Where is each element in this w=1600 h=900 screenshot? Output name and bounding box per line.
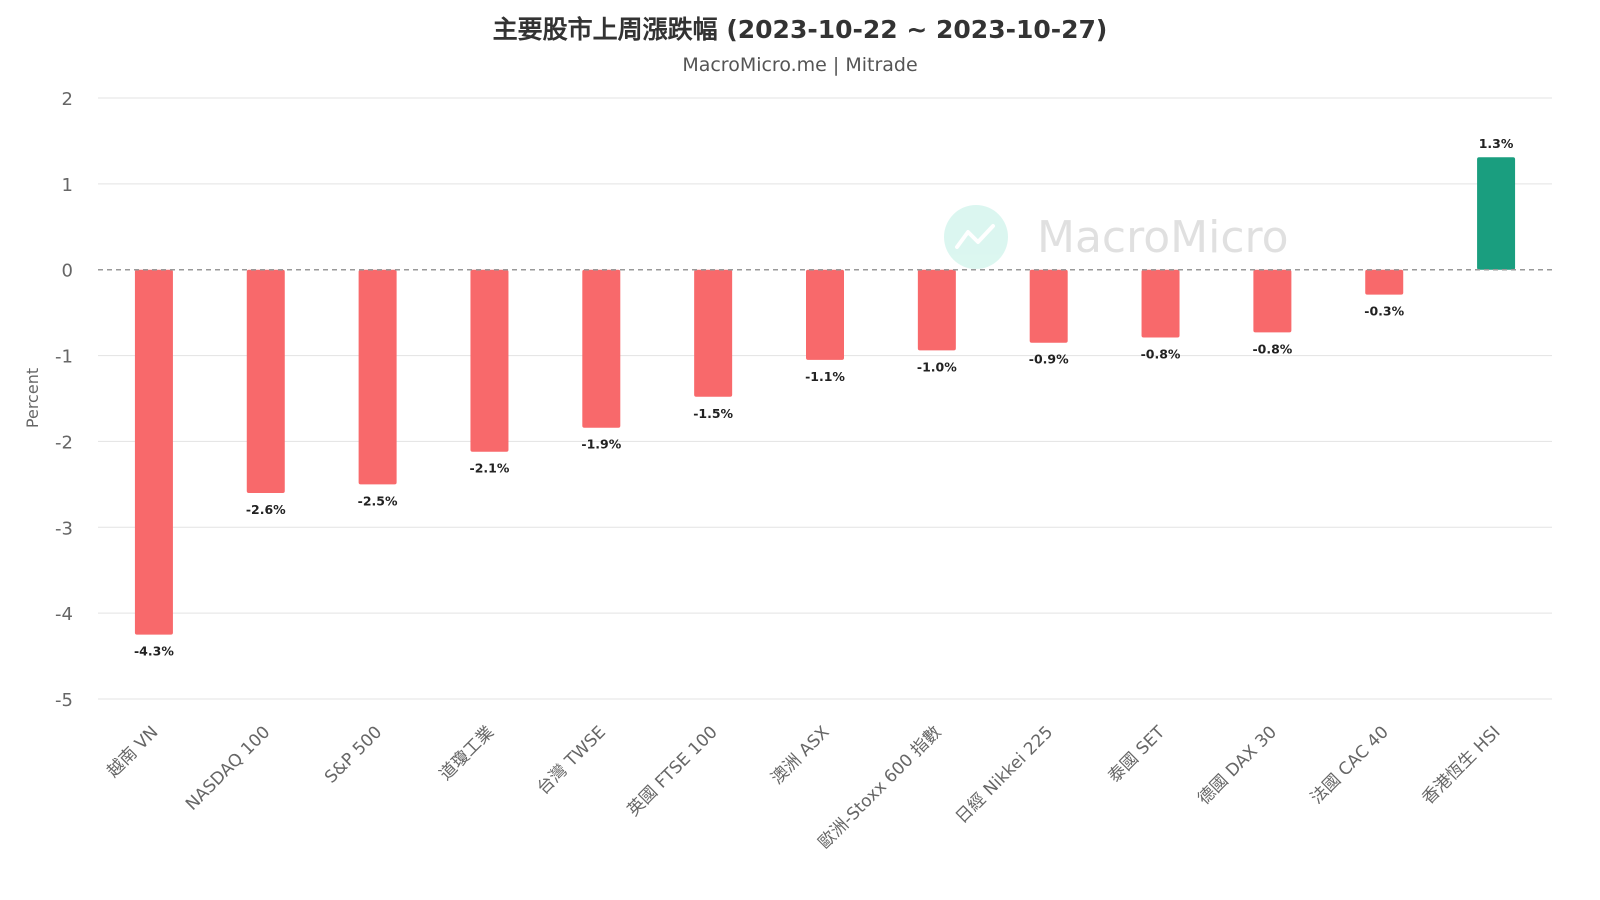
data-label: -0.8% bbox=[1141, 347, 1181, 362]
bar bbox=[1365, 269, 1404, 295]
label-layer: -4.3% -2.6% -2.5% -2.1% -1.9% -1.5% -1.1% -1.0%… bbox=[134, 136, 1514, 658]
x-tick-label: 歐洲-Stoxx 600 指數 bbox=[815, 722, 946, 853]
x-tick-label: 日經 Nikkei 225 bbox=[952, 722, 1057, 827]
y-axis-label: Percent bbox=[23, 368, 42, 428]
bar bbox=[806, 269, 844, 360]
chart-subtitle: MacroMicro.me | Mitrade bbox=[682, 54, 918, 76]
bar bbox=[358, 269, 397, 485]
x-tick-label: 德國 DAX 30 bbox=[1194, 722, 1281, 809]
y-tick-label: -4 bbox=[55, 604, 73, 625]
data-label: -1.9% bbox=[581, 437, 621, 452]
data-label: -0.8% bbox=[1252, 341, 1292, 356]
x-tick-label: 香港恆生 HSI bbox=[1418, 722, 1504, 808]
bar bbox=[246, 269, 285, 493]
bar-layer bbox=[134, 157, 1516, 635]
x-tick-label: 法國 CAC 40 bbox=[1307, 722, 1393, 808]
y-tick-label: -3 bbox=[55, 518, 73, 539]
x-tick-label: 越南 VN bbox=[103, 722, 162, 781]
watermark-text: MacroMicro bbox=[1037, 212, 1289, 263]
y-tick-label: -5 bbox=[55, 690, 73, 711]
watermark-logo-icon bbox=[944, 205, 1008, 269]
chart-title: 主要股市上周漲跌幅 (2023-10-22 ~ 2023-10-27) bbox=[492, 15, 1108, 44]
bar bbox=[1253, 269, 1292, 333]
bar bbox=[134, 269, 173, 635]
bar bbox=[470, 269, 509, 452]
y-tick-label: 1 bbox=[62, 175, 73, 196]
x-tick-label: 道瓊工業 bbox=[436, 722, 498, 784]
x-tick-label: 英國 FTSE 100 bbox=[624, 722, 722, 820]
x-tick-label: 澳洲 ASX bbox=[767, 722, 833, 788]
data-label: 1.3% bbox=[1479, 136, 1514, 151]
bar bbox=[1477, 157, 1516, 270]
data-label: -2.1% bbox=[470, 461, 510, 476]
data-label: -1.0% bbox=[917, 359, 957, 374]
bar bbox=[582, 269, 621, 428]
bar bbox=[917, 269, 956, 351]
data-label: -1.5% bbox=[693, 406, 733, 421]
watermark-line-icon bbox=[955, 224, 995, 249]
y-tick-label: 2 bbox=[62, 89, 73, 110]
grid-layer bbox=[98, 97, 1552, 700]
y-tick-label: 0 bbox=[62, 261, 73, 282]
data-label: -0.3% bbox=[1364, 304, 1404, 319]
data-label: -4.3% bbox=[134, 644, 174, 659]
data-label: -2.5% bbox=[358, 493, 398, 508]
x-tick-label: NASDAQ 100 bbox=[182, 722, 274, 814]
y-tick-label: -1 bbox=[55, 347, 73, 368]
bar bbox=[1141, 269, 1180, 338]
bar bbox=[694, 269, 733, 397]
watermark: MacroMicro bbox=[944, 205, 1289, 269]
bar bbox=[1029, 269, 1068, 343]
data-label: -0.9% bbox=[1029, 352, 1069, 367]
x-tick-label: S&P 500 bbox=[321, 722, 386, 787]
y-tick-label: -2 bbox=[55, 432, 73, 453]
x-tick-label: 泰國 SET bbox=[1104, 722, 1169, 787]
data-label: -1.1% bbox=[805, 369, 845, 384]
data-label: -2.6% bbox=[246, 502, 286, 517]
x-tick-label: 台灣 TWSE bbox=[533, 722, 609, 798]
